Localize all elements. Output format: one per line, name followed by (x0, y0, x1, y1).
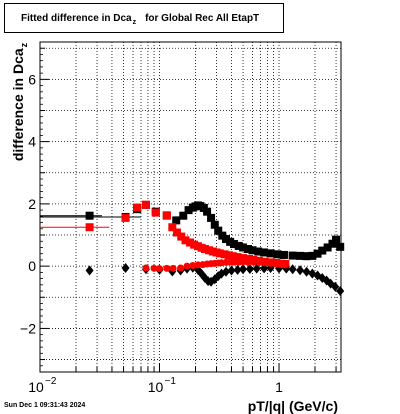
y-axis-label-main: difference in Dca (10, 48, 26, 162)
data-point-square (141, 200, 150, 209)
data-point-square (220, 250, 229, 259)
data-point-diamond (296, 265, 305, 276)
data-point-square (302, 252, 311, 261)
data-point-square (318, 246, 327, 255)
data-point-diamond (121, 263, 130, 274)
data-point-square (179, 211, 188, 220)
data-point-square (214, 226, 223, 235)
data-point-square (215, 249, 224, 258)
y-tick-label: 2 (28, 196, 36, 212)
data-point-square (248, 246, 257, 255)
data-point-square (230, 240, 239, 249)
data-point-diamond (252, 263, 261, 274)
data-point-square (151, 208, 160, 217)
data-point-diamond (222, 266, 231, 277)
data-point-square (254, 247, 263, 256)
y-tick-label: −2 (20, 320, 36, 336)
data-point-square (296, 251, 305, 260)
plot-title-box: Fitted difference in Dca z for Global Rec … (4, 3, 284, 33)
data-point-diamond (85, 265, 94, 276)
plot-title-subscript: z (132, 18, 137, 26)
data-point-square (207, 213, 216, 222)
data-point-circle (272, 260, 280, 268)
data-point-square (243, 245, 252, 254)
data-point-diamond (331, 281, 340, 292)
data-point-diamond (233, 264, 242, 275)
data-point-circle (177, 264, 185, 272)
data-point-circle (189, 262, 197, 270)
data-point-circle (142, 264, 150, 272)
data-point-square (266, 249, 275, 258)
data-point-square (133, 203, 142, 212)
data-point-square (323, 243, 332, 252)
x-axis-label: pT/|q| (GeV/c) (247, 398, 338, 414)
data-point-square (172, 216, 181, 225)
data-point-circle (281, 261, 289, 269)
data-point-square (336, 242, 345, 251)
data-point-square (184, 206, 193, 215)
data-point-square (273, 250, 282, 259)
data-point-circle (255, 258, 263, 266)
x-tick-label-exponent: −2 (45, 376, 57, 387)
data-point-square (177, 232, 186, 241)
data-point-circle (267, 259, 275, 267)
data-point-square (233, 253, 242, 262)
data-point-square (172, 228, 181, 237)
data-point-square (203, 207, 212, 216)
data-point-circle (163, 264, 171, 272)
data-point-square (168, 223, 177, 232)
data-point-circle (183, 262, 191, 270)
data-point-circle (169, 264, 177, 272)
x-tick-label-exponent: −1 (165, 376, 177, 387)
x-tick-label: 10 (148, 379, 164, 395)
plot-frame (39, 41, 342, 373)
data-point-circle (150, 264, 158, 272)
data-point-square (308, 251, 317, 260)
data-point-square (85, 223, 94, 232)
data-point-diamond (336, 286, 345, 297)
plot-title-main: Fitted difference in Dca (21, 12, 132, 24)
data-point-square (288, 251, 297, 260)
data-point-circle (156, 265, 164, 273)
data-point-square (239, 254, 248, 263)
data-point-diamond (302, 266, 311, 277)
data-point-square (181, 236, 190, 245)
data-point-square (200, 245, 209, 254)
data-point-square (210, 220, 219, 229)
data-point-circle (261, 259, 269, 267)
y-tick-label: 6 (28, 71, 36, 87)
y-tick-label: 4 (28, 134, 36, 150)
plot-title-suffix: for Global Rec All EtapT (145, 12, 260, 24)
x-tick-label: 10 (28, 379, 44, 395)
data-point-square (332, 235, 341, 244)
data-point-circle (239, 258, 247, 266)
data-point-square (222, 235, 231, 244)
data-point-square (279, 250, 288, 259)
data-point-square (228, 252, 237, 261)
data-point-square (328, 239, 337, 248)
data-point-diamond (239, 264, 248, 275)
data-point-diamond (245, 263, 254, 274)
y-axis-label-subscript: z (19, 42, 29, 48)
data-point-diamond (227, 265, 236, 276)
data-point-circle (249, 258, 257, 266)
data-point-square (313, 249, 322, 258)
data-point-circle (244, 258, 252, 266)
data-point-square (260, 248, 269, 257)
y-tick-label: 0 (28, 258, 36, 274)
data-point-square (239, 243, 248, 252)
data-point-square (234, 241, 243, 250)
y-axis-label: difference in Dcaz (10, 42, 29, 162)
timestamp: Sun Dec 1 09:31:43 2024 (4, 402, 86, 409)
data-point-diamond (288, 264, 297, 275)
data-point-square (186, 238, 195, 247)
data-point-square (162, 211, 171, 220)
data-point-square (85, 211, 94, 220)
data-point-square (121, 213, 130, 222)
x-tick-label: 1 (275, 379, 283, 395)
